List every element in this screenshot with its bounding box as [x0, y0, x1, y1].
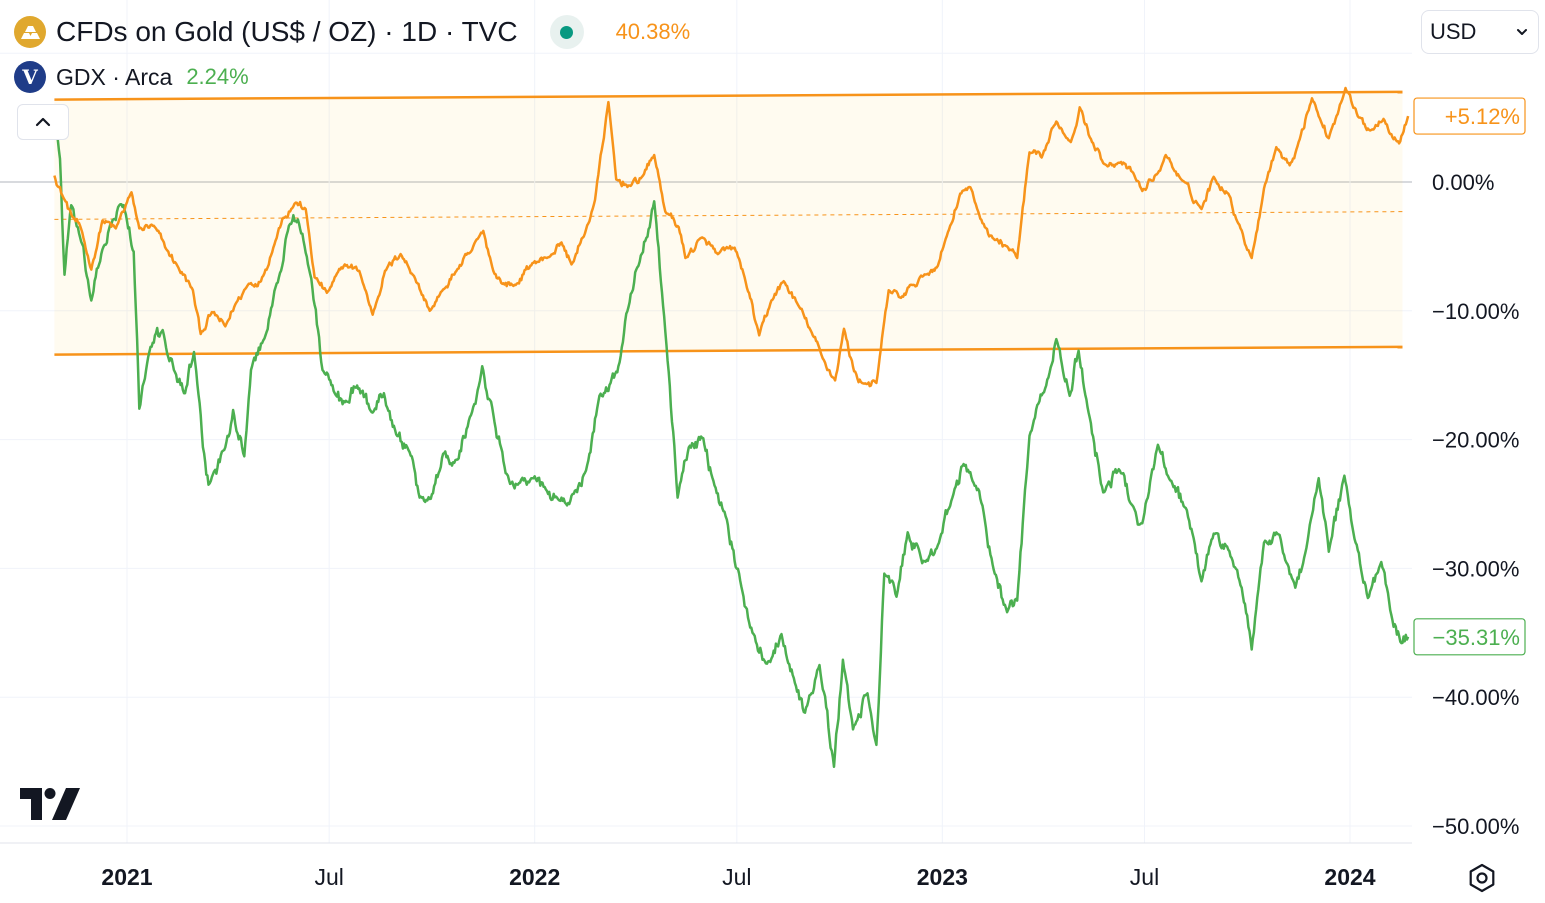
gold-series-line [53, 86, 1410, 388]
x-tick-label: 2023 [917, 864, 968, 890]
y-tick-label: −30.00% [1432, 556, 1519, 581]
channel-lower-line [54, 345, 1403, 356]
vaneck-icon-letter: V [22, 65, 38, 89]
currency-label: USD [1430, 19, 1477, 44]
collapse-legend-button[interactable] [17, 104, 69, 140]
parallel-channel [54, 90, 1403, 356]
chart-grid [0, 0, 1412, 844]
y-tick-label: −50.00% [1432, 814, 1519, 839]
price-axis[interactable]: 0.00% −10.00% −20.00% −30.00% −40.00% −50.00% [1432, 170, 1519, 839]
x-tick-label: Jul [1130, 864, 1159, 890]
x-tick-label: 2021 [101, 864, 152, 890]
last-value-box [1413, 618, 1526, 656]
channel-midline [54, 211, 1403, 220]
main-series-title: CFDs on Gold (US$ / OZ) · 1D · TVC [56, 16, 518, 47]
last-value-labels: +5.12% −35.31% [1413, 97, 1526, 656]
legend-main-series[interactable]: CFDs on Gold (US$ / OZ) · 1D · TVC 40.38… [14, 12, 690, 52]
last-value-text: +5.12% [1445, 104, 1520, 129]
x-tick-label: Jul [722, 864, 751, 890]
x-tick-label: 2024 [1324, 864, 1375, 890]
vaneck-icon: V [14, 61, 46, 93]
chevron-down-icon [1517, 29, 1527, 35]
gold-bars-icon [14, 16, 46, 48]
gdx-series-line [53, 111, 1410, 769]
y-tick-label: −20.00% [1432, 428, 1519, 453]
settings-gear-icon[interactable] [1464, 860, 1500, 896]
chevron-up-icon [35, 117, 51, 127]
compare-series-title: GDX · Arca [56, 63, 173, 90]
x-tick-label: 2022 [509, 864, 560, 890]
currency-select[interactable]: USD [1421, 10, 1539, 54]
channel-upper-line [54, 90, 1403, 101]
y-tick-label: 0.00% [1432, 170, 1494, 195]
series-lines [53, 86, 1410, 769]
last-value-text: −35.31% [1433, 625, 1520, 650]
market-status-indicator[interactable] [549, 15, 584, 49]
y-tick-label: −10.00% [1432, 299, 1519, 324]
last-value-box [1413, 97, 1526, 135]
tradingview-logo-icon[interactable] [20, 788, 80, 822]
y-tick-label: −40.00% [1432, 685, 1519, 710]
x-tick-label: Jul [314, 864, 343, 890]
time-axis[interactable]: 2021 Jul 2022 Jul 2023 Jul 2024 [101, 864, 1375, 890]
main-series-change: 40.38% [615, 19, 691, 44]
legend-compare-series[interactable]: V GDX · Arca 2.24% [14, 60, 249, 94]
channel-fill [54, 91, 1403, 355]
status-dot-icon [560, 25, 574, 39]
compare-series-change: 2.24% [186, 64, 249, 89]
